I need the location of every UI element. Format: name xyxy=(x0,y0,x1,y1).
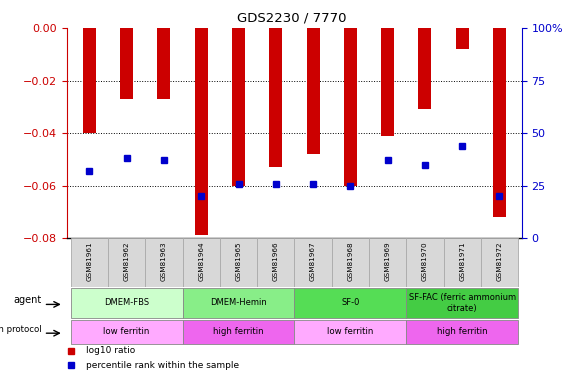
Text: DMEM-FBS: DMEM-FBS xyxy=(104,298,149,307)
Text: low ferritin: low ferritin xyxy=(104,327,150,336)
Text: percentile rank within the sample: percentile rank within the sample xyxy=(86,361,240,370)
Text: low ferritin: low ferritin xyxy=(327,327,374,336)
Bar xyxy=(369,238,406,287)
Bar xyxy=(344,28,357,186)
Bar xyxy=(307,28,319,154)
Bar xyxy=(232,28,245,186)
Bar xyxy=(182,320,294,344)
Text: GSM81966: GSM81966 xyxy=(273,242,279,281)
Text: agent: agent xyxy=(13,295,41,304)
Text: GSM81972: GSM81972 xyxy=(496,242,503,281)
Text: GSM81965: GSM81965 xyxy=(236,242,241,281)
Bar xyxy=(120,28,133,99)
Bar xyxy=(71,320,182,344)
Text: GSM81964: GSM81964 xyxy=(198,242,204,281)
Text: GSM81971: GSM81971 xyxy=(459,242,465,281)
Bar xyxy=(220,238,257,287)
Bar xyxy=(332,238,369,287)
Bar xyxy=(157,28,170,99)
Text: high ferritin: high ferritin xyxy=(213,327,264,336)
Text: DMEM-Hemin: DMEM-Hemin xyxy=(210,298,267,307)
Text: high ferritin: high ferritin xyxy=(437,327,487,336)
Text: GSM81967: GSM81967 xyxy=(310,242,316,281)
Bar xyxy=(145,238,182,287)
Bar xyxy=(294,320,406,344)
Bar xyxy=(195,28,208,236)
Bar xyxy=(257,238,294,287)
Bar xyxy=(71,288,182,318)
Bar xyxy=(493,28,506,217)
Text: GSM81963: GSM81963 xyxy=(161,242,167,281)
Text: SF-FAC (ferric ammonium
citrate): SF-FAC (ferric ammonium citrate) xyxy=(409,293,516,312)
Bar xyxy=(456,28,469,49)
Bar xyxy=(406,288,518,318)
Bar xyxy=(294,238,332,287)
Text: growth protocol: growth protocol xyxy=(0,325,41,334)
Bar xyxy=(269,28,282,167)
Bar xyxy=(419,28,431,109)
Bar xyxy=(406,238,444,287)
Text: GSM81968: GSM81968 xyxy=(347,242,353,281)
Bar xyxy=(71,238,108,287)
Bar xyxy=(182,238,220,287)
Bar xyxy=(182,288,294,318)
Text: GSM81961: GSM81961 xyxy=(86,242,93,281)
Bar xyxy=(83,28,96,133)
Bar xyxy=(406,320,518,344)
Bar xyxy=(108,238,145,287)
Bar xyxy=(444,238,481,287)
Bar xyxy=(381,28,394,136)
Bar xyxy=(294,288,406,318)
Text: GSM81969: GSM81969 xyxy=(385,242,391,281)
Text: SF-0: SF-0 xyxy=(341,298,360,307)
Text: GSM81970: GSM81970 xyxy=(422,242,428,281)
Text: GSM81962: GSM81962 xyxy=(124,242,129,281)
Bar xyxy=(481,238,518,287)
Text: log10 ratio: log10 ratio xyxy=(86,346,135,355)
Text: GDS2230 / 7770: GDS2230 / 7770 xyxy=(237,11,346,24)
